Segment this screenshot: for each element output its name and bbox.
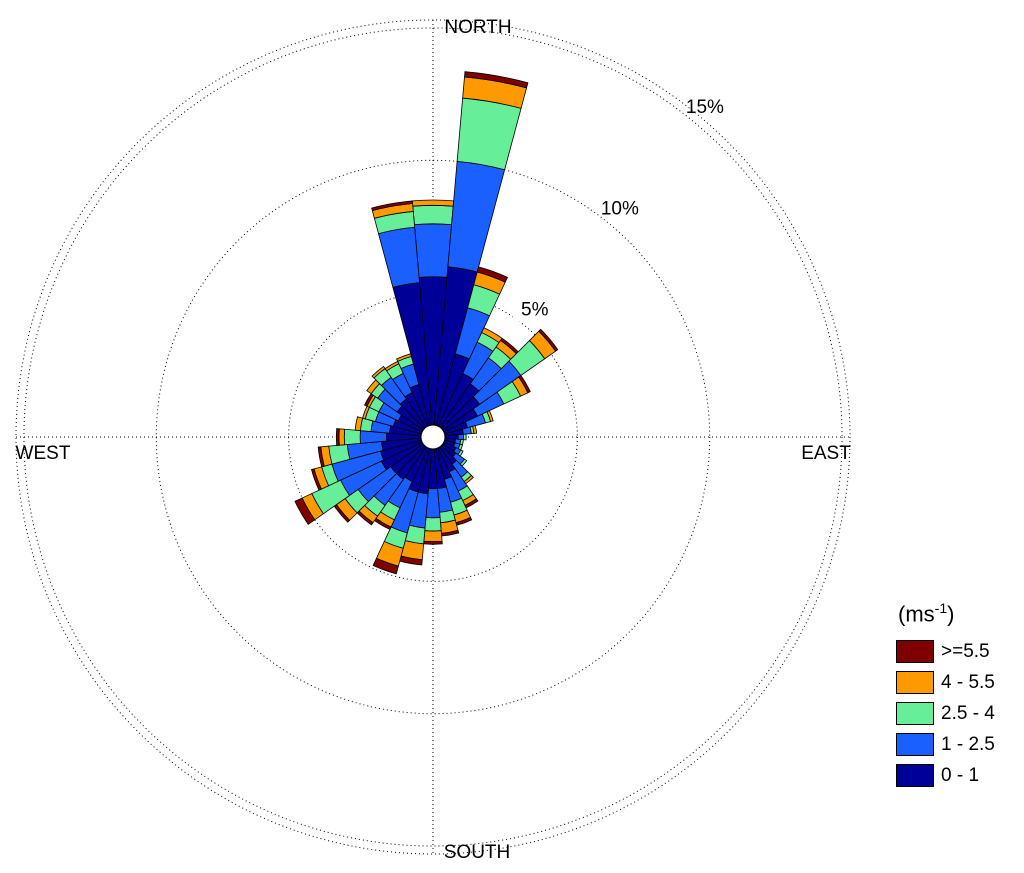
direction-label-north: NORTH bbox=[444, 17, 511, 38]
legend-swatch bbox=[896, 764, 934, 788]
sector-270-bin-2 bbox=[343, 428, 361, 446]
ring-label-background bbox=[512, 297, 557, 322]
direction-label-west: WEST bbox=[16, 443, 71, 464]
sector-0-bin-1 bbox=[413, 223, 453, 278]
direction-label-south: SOUTH bbox=[444, 842, 511, 863]
sector-0-bin-2 bbox=[412, 204, 454, 226]
legend-label: 2.5 - 4 bbox=[941, 702, 995, 724]
legend-label: >=5.5 bbox=[941, 640, 990, 662]
sector-80-bin-3 bbox=[472, 425, 478, 434]
legend-item: 1 - 2.5 bbox=[896, 732, 1016, 757]
sector-50-bin-4 bbox=[538, 328, 559, 352]
sector-90-bin-1 bbox=[457, 433, 464, 441]
sector-70-bin-3 bbox=[486, 410, 494, 423]
sector-10-bin-1 bbox=[447, 160, 506, 273]
legend-label: 1 - 2.5 bbox=[941, 733, 995, 755]
sector-250-bin-4 bbox=[310, 468, 322, 491]
sector-10-bin-4 bbox=[464, 71, 529, 89]
grid-ring bbox=[288, 292, 578, 582]
legend-item: 0 - 1 bbox=[896, 763, 1016, 788]
sector-270-bin-4 bbox=[335, 428, 340, 446]
sector-350-bin-4 bbox=[371, 200, 414, 212]
legend-item: 4 - 5.5 bbox=[896, 670, 1016, 695]
sector-20-bin-4 bbox=[476, 266, 508, 283]
legend-swatch bbox=[896, 640, 934, 664]
sector-270-bin-3 bbox=[338, 428, 346, 446]
center-hole bbox=[420, 424, 446, 450]
chart-labels: NORTH EAST SOUTH WEST 5% 10% 15% bbox=[16, 17, 852, 863]
sector-60-bin-4 bbox=[518, 374, 531, 394]
legend-swatch bbox=[896, 671, 934, 695]
sector-10-bin-2 bbox=[456, 97, 522, 171]
sector-350-bin-1 bbox=[378, 226, 420, 288]
ring-label-5: 5% bbox=[521, 300, 549, 321]
legend-label: 4 - 5.5 bbox=[941, 671, 995, 693]
sector-180-bin-2 bbox=[424, 517, 442, 532]
sector-240-bin-4 bbox=[294, 497, 316, 525]
legend-swatch bbox=[896, 702, 934, 726]
sector-90-bin-2 bbox=[462, 433, 467, 441]
legend-swatch bbox=[896, 733, 934, 757]
sector-180-bin-4 bbox=[423, 540, 443, 545]
ring-label-10: 10% bbox=[601, 198, 639, 219]
wind-sectors bbox=[294, 71, 559, 575]
legend-item: >=5.5 bbox=[896, 639, 1016, 664]
sector-0-bin-3 bbox=[411, 199, 455, 207]
legend-title: (ms-1) bbox=[898, 600, 955, 627]
sector-320-bin-3 bbox=[371, 365, 386, 379]
legend-label: 0 - 1 bbox=[941, 764, 980, 786]
legend-item: 2.5 - 4 bbox=[896, 701, 1016, 726]
speed-legend: (ms-1) >=5.5 4 - 5.5 2.5 - 4 1 - 2.5 0 -… bbox=[896, 600, 1016, 794]
sector-180-bin-3 bbox=[423, 530, 443, 543]
sector-260-bin-4 bbox=[317, 446, 325, 468]
sector-200-bin-4 bbox=[372, 557, 399, 575]
ring-label-15: 15% bbox=[686, 97, 724, 118]
sector-280-bin-3 bbox=[354, 416, 364, 432]
grid-ring bbox=[23, 27, 843, 847]
direction-label-east: EAST bbox=[801, 443, 851, 464]
